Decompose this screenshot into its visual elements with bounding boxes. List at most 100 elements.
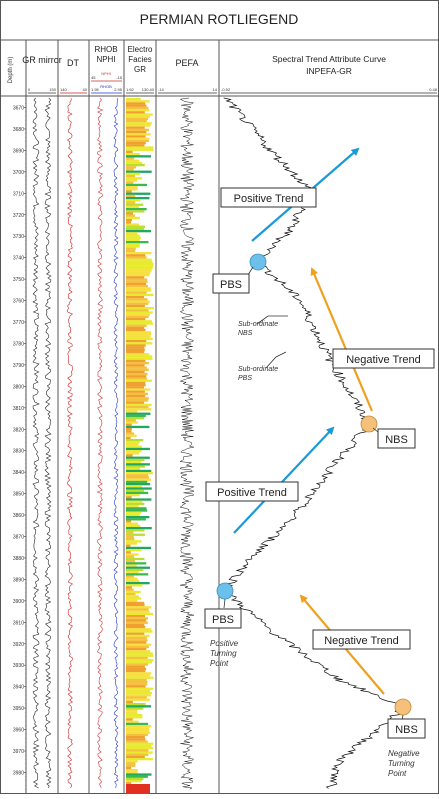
electro-facies-band — [126, 733, 148, 737]
electro-facies-band — [126, 192, 151, 195]
electro-facies-band — [126, 639, 148, 642]
electro-facies-band — [126, 672, 152, 675]
electro-facies-base — [126, 784, 150, 794]
electro-facies-band — [126, 685, 146, 688]
electro-facies-band — [126, 225, 145, 228]
electro-facies-band — [126, 344, 146, 347]
electro-facies-band — [126, 586, 132, 589]
electro-facies-band — [126, 302, 149, 305]
electro-facies-band — [126, 665, 145, 668]
electro-facies-band — [126, 265, 154, 268]
electro-facies-band — [126, 106, 149, 110]
electro-facies-band — [126, 412, 151, 415]
depth-tick-label: 3680 — [13, 127, 24, 133]
gr-track-label: GR mirror — [22, 55, 62, 65]
electro-facies-band — [126, 208, 147, 211]
pbs-label-2: PBS — [212, 614, 234, 626]
electro-facies-band — [126, 282, 147, 286]
electro-facies-band — [126, 780, 142, 783]
electro-facies-band — [126, 531, 134, 534]
electro-facies-band — [126, 238, 140, 242]
electro-facies-band — [126, 315, 149, 319]
nbs-label-1: NBS — [385, 434, 408, 446]
electro-facies-band — [126, 397, 149, 400]
electro-facies-band — [126, 153, 140, 156]
electro-facies-band — [126, 773, 152, 776]
electro-facies-band — [126, 148, 154, 151]
electro-facies-band — [126, 619, 147, 622]
electro-facies-band — [126, 533, 145, 536]
electro-facies-band — [126, 366, 147, 369]
depth-tick-label: 3670 — [13, 106, 24, 112]
electro-facies-band — [126, 590, 141, 594]
electro-facies-band — [126, 100, 150, 103]
nphi-curve — [96, 97, 104, 789]
electro-facies-band — [126, 705, 152, 708]
dt-scale-right: 40 — [83, 87, 88, 92]
electro-facies-band — [126, 403, 152, 407]
electro-facies-band — [126, 155, 152, 158]
electro-facies-band — [126, 377, 147, 380]
electro-facies-band — [126, 333, 151, 336]
electro-facies-band — [126, 243, 140, 246]
electro-facies-band — [126, 183, 148, 187]
electro-facies-band — [126, 291, 147, 294]
electro-facies-band — [126, 628, 152, 631]
dt-track-label: DT — [67, 58, 79, 68]
electro-facies-band — [126, 775, 148, 778]
electro-facies-band — [126, 161, 143, 165]
electro-facies-band — [126, 458, 145, 462]
electro-facies-band — [126, 230, 152, 233]
electro-facies-band — [126, 168, 134, 171]
electro-facies-band — [126, 137, 150, 140]
positive-trend-arrow-2 — [233, 426, 335, 534]
electro-facies-band — [126, 500, 143, 503]
electro-facies-band — [126, 113, 153, 116]
electro-facies-band — [126, 720, 139, 723]
electro-facies-band — [126, 399, 149, 402]
electro-facies-band — [126, 432, 135, 435]
electro-facies-band — [126, 489, 144, 492]
electro-facies-band — [126, 505, 139, 508]
depth-tick-label: 3780 — [13, 341, 24, 347]
electro-facies-band — [126, 637, 147, 640]
electro-facies-band — [126, 223, 140, 226]
electro-facies-band — [126, 617, 149, 620]
electro-facies-band — [126, 117, 149, 121]
electro-facies-band — [126, 463, 150, 466]
electro-facies-band — [126, 621, 148, 624]
electro-facies-band — [126, 698, 150, 701]
nbs-marker-2 — [394, 698, 412, 716]
gr-mirror-curve-right — [44, 97, 52, 789]
electro-facies-band — [126, 252, 152, 255]
electro-facies-band — [126, 274, 150, 277]
electro-facies-band — [126, 144, 145, 147]
electro-facies-band — [126, 423, 132, 426]
scale-lines — [28, 80, 437, 94]
electro-facies-fill — [126, 98, 154, 794]
depth-tick-label: 3860 — [13, 513, 24, 519]
ef-track-label-2: Facies — [128, 55, 152, 64]
negative-trend-box-1 — [332, 348, 435, 369]
electro-facies-band — [126, 384, 146, 387]
electro-facies-band — [126, 157, 135, 160]
sub-pbs-note-1: Sub-ordinate — [238, 366, 278, 373]
electro-facies-band — [126, 571, 139, 574]
nbs-label-2: NBS — [395, 724, 418, 736]
negative-trend-label-2: Negative Trend — [324, 635, 399, 647]
depth-tick-label: 3850 — [13, 492, 24, 498]
leader-sub-pbs — [265, 351, 287, 369]
electro-facies-band — [126, 722, 149, 726]
electro-facies-band — [126, 516, 150, 519]
electro-facies-band — [126, 707, 144, 710]
electro-facies-band — [126, 544, 131, 547]
electro-facies-band — [126, 564, 137, 567]
electro-facies-band — [126, 782, 132, 785]
electro-facies-band — [126, 520, 132, 523]
pefa-scale-right: 14 — [213, 87, 218, 92]
electro-facies-band — [126, 491, 149, 495]
electro-facies-band — [126, 186, 138, 189]
electro-facies-band — [126, 249, 136, 253]
electro-facies-band — [126, 454, 133, 457]
log-curves — [32, 97, 406, 790]
